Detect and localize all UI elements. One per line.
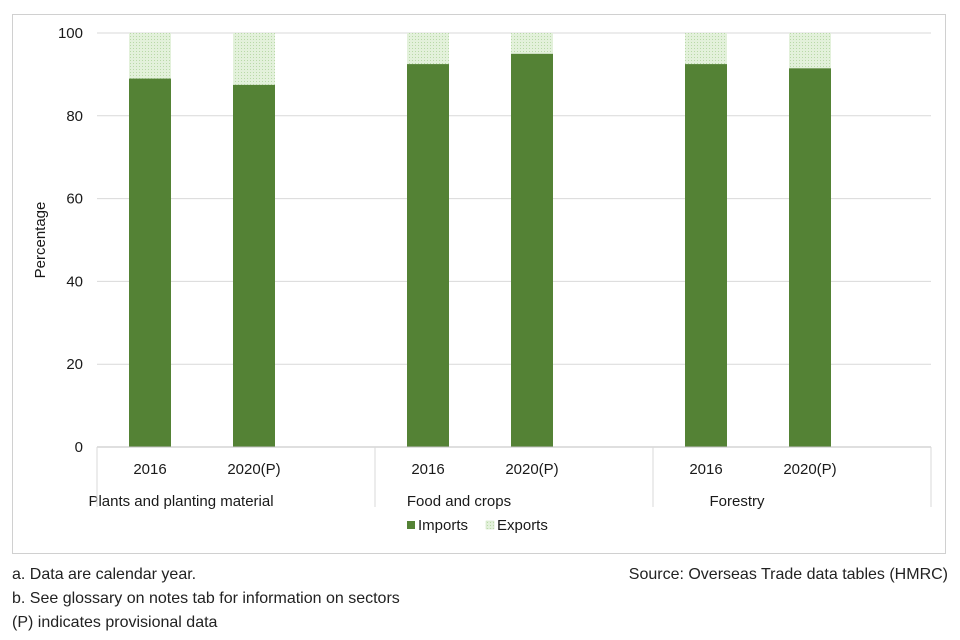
bar-exports-1-1: [511, 33, 553, 54]
x-category-label-2-0: 2016: [689, 461, 722, 478]
bar-exports-1-0: [407, 33, 449, 65]
y-tick-label-0: 0: [75, 439, 83, 456]
bar-exports-2-0: [685, 33, 727, 65]
bar-exports-0-0: [129, 33, 171, 79]
x-category-label-1-0: 2016: [411, 461, 444, 478]
bar-imports-0-1: [233, 84, 275, 447]
bar-imports-2-1: [789, 68, 831, 447]
x-group-label-2: Forestry: [709, 493, 765, 510]
x-category-label-0-1: 2020(P): [227, 461, 280, 478]
bar-imports-1-1: [511, 53, 553, 447]
y-tick-label-80: 80: [66, 108, 83, 125]
x-category-label-1-1: 2020(P): [505, 461, 558, 478]
note-provisional: (P) indicates provisional data: [12, 614, 218, 631]
y-tick-label-20: 20: [66, 356, 83, 373]
source-note: Source: Overseas Trade data tables (HMRC…: [628, 566, 948, 583]
x-category-label-0-0: 2016: [133, 461, 166, 478]
legend-swatch-exports: [485, 520, 495, 530]
legend-label-imports: Imports: [418, 517, 468, 534]
y-tick-label-100: 100: [58, 25, 83, 42]
x-group-label-0: Plants and planting material: [88, 493, 273, 510]
y-axis-title: Percentage: [32, 202, 49, 279]
bar-imports-1-0: [407, 64, 449, 448]
x-category-label-2-1: 2020(P): [783, 461, 836, 478]
legend-swatch-imports: [407, 521, 415, 529]
chart-area: 0 20 40 60 80 100 Percentage 2016 2020(P) Plants …: [12, 14, 946, 554]
bar-exports-2-1: [789, 33, 831, 69]
y-tick-label-60: 60: [66, 191, 83, 208]
stacked-bar-chart: 0 20 40 60 80 100 Percentage 2016 2020(P) Plants …: [32, 25, 932, 534]
note-calendar-year: a. Data are calendar year.: [12, 566, 197, 583]
bar-exports-0-1: [233, 33, 275, 85]
bar-imports-2-0: [685, 64, 727, 448]
y-tick-label-40: 40: [66, 273, 83, 290]
legend-label-exports: Exports: [497, 517, 548, 534]
bar-imports-0-0: [129, 78, 171, 447]
x-group-label-1: Food and crops: [407, 493, 511, 510]
note-glossary: b. See glossary on notes tab for informa…: [12, 590, 400, 607]
